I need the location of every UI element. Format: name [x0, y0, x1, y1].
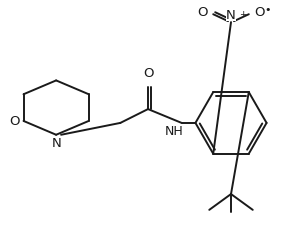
Text: O: O: [255, 6, 265, 19]
Text: O: O: [144, 67, 154, 80]
Text: N: N: [226, 9, 236, 22]
Text: +: +: [239, 10, 246, 19]
Text: N: N: [51, 136, 61, 149]
Text: O: O: [9, 115, 20, 128]
Text: O: O: [197, 6, 207, 19]
Text: •: •: [265, 5, 271, 15]
Text: NH: NH: [164, 124, 183, 137]
